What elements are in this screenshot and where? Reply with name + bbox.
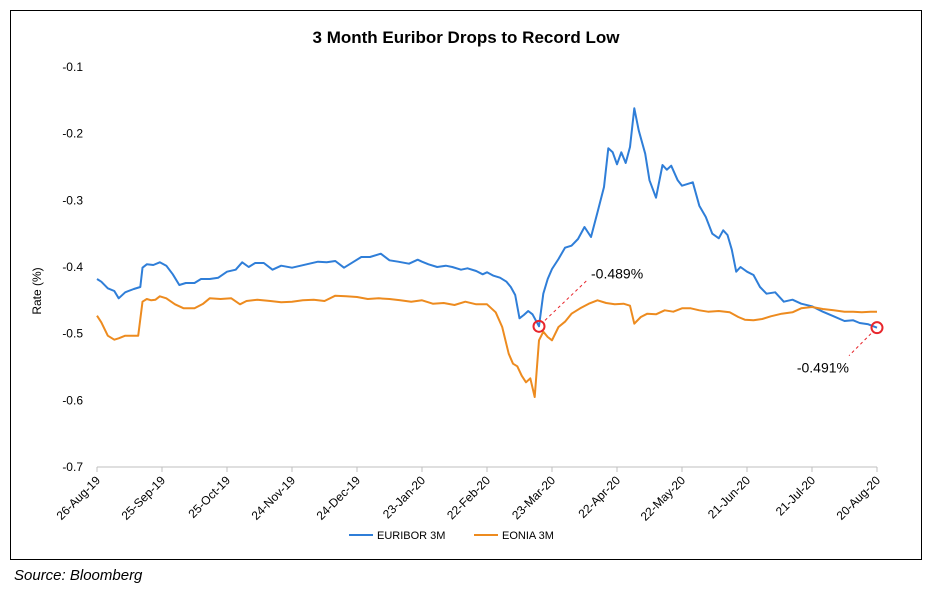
annotation-leader-line [848, 333, 872, 357]
annotation-label: -0.491% [797, 360, 849, 376]
y-tick-label: -0.1 [62, 60, 83, 74]
y-axis-title: Rate (%) [30, 267, 44, 314]
chart-title: 3 Month Euribor Drops to Record Low [313, 28, 621, 47]
y-tick-label: -0.7 [62, 460, 83, 474]
annotation-marker [870, 321, 884, 335]
x-tick-label: 23-Jan-20 [380, 473, 428, 521]
y-tick-label: -0.6 [62, 393, 83, 407]
y-tick-label: -0.5 [62, 327, 83, 341]
legend: EURIBOR 3M EONIA 3M [349, 530, 554, 542]
x-tick-label: 25-Oct-19 [185, 473, 233, 521]
annotations: -0.489% -0.491% [532, 265, 884, 376]
legend-item-euribor-3m: EURIBOR 3M [349, 530, 445, 542]
x-tick-label: 24-Nov-19 [249, 473, 299, 523]
x-tick-label: 22-Apr-20 [575, 473, 623, 521]
series-line-eonia-3m [96, 294, 877, 398]
y-tick-label: -0.4 [62, 260, 83, 274]
x-tick-label: 25-Sep-19 [119, 473, 169, 523]
annotation-marker [532, 319, 546, 333]
x-axis-ticks: 26-Aug-19 25-Sep-19 25-Oct-19 24-Nov-19 24-D… [54, 467, 884, 524]
legend-label: EONIA 3M [502, 530, 554, 542]
y-tick-label: -0.3 [62, 193, 83, 207]
x-tick-label: 23-Mar-20 [509, 473, 558, 522]
series-line-euribor-3m [96, 107, 878, 329]
x-tick-label: 22-Feb-20 [444, 473, 493, 522]
chart-svg: 3 Month Euribor Drops to Record Low Rate… [30, 28, 884, 542]
x-tick-label: 26-Aug-19 [54, 473, 104, 523]
x-tick-label: 24-Dec-19 [314, 473, 364, 523]
x-tick-label: 20-Aug-20 [834, 473, 884, 523]
series-lines [96, 107, 878, 398]
annotation-label: -0.489% [591, 265, 643, 281]
legend-item-eonia-3m: EONIA 3M [474, 530, 554, 542]
chart-frame: 3 Month Euribor Drops to Record Low Rate… [10, 10, 922, 560]
legend-label: EURIBOR 3M [377, 530, 445, 542]
annotation-leader-line [544, 279, 588, 321]
source-note: Source: Bloomberg [14, 567, 143, 584]
x-tick-label: 21-Jul-20 [773, 473, 819, 519]
x-tick-label: 21-Jun-20 [705, 473, 753, 521]
x-tick-label: 22-May-20 [638, 473, 689, 524]
y-axis-ticks: -0.1 -0.2 -0.3 -0.4 -0.5 -0.6 -0.7 [62, 60, 83, 474]
y-tick-label: -0.2 [62, 127, 83, 141]
